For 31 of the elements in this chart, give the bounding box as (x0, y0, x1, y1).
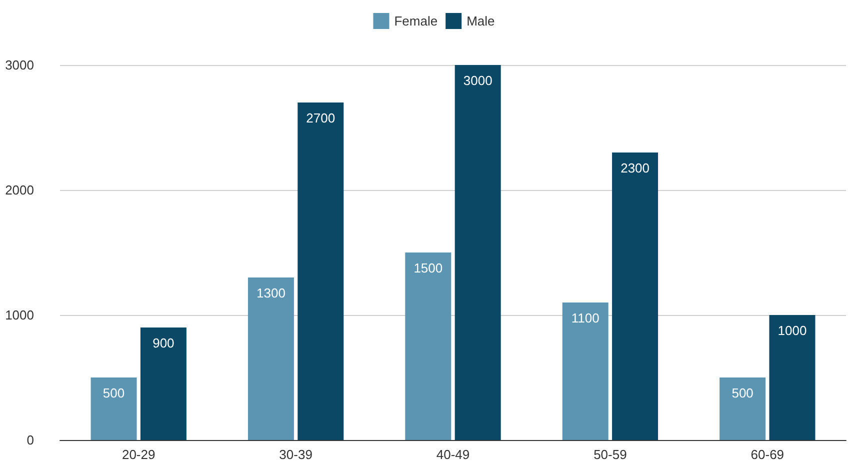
data-label: 2700 (306, 110, 336, 126)
data-label: 900 (152, 336, 174, 350)
bar (298, 102, 344, 440)
bar (562, 302, 608, 440)
y-tick-label: 2000 (5, 182, 34, 198)
bar (140, 328, 186, 440)
bar (612, 152, 658, 440)
bar (90, 378, 137, 440)
data-label: 1500 (414, 260, 443, 276)
data-label: 500 (732, 386, 754, 400)
x-tick-label: 60-69 (750, 447, 784, 462)
legend-label: Male (466, 14, 495, 28)
y-tick-label: 1000 (5, 308, 34, 322)
y-tick-label: 0 (26, 432, 34, 448)
data-label: 1000 (778, 323, 807, 338)
bar (720, 378, 766, 440)
bar (248, 278, 294, 440)
bar (405, 252, 452, 440)
bar (454, 65, 501, 440)
y-tick-label: 3000 (5, 58, 34, 72)
x-tick-label: 40-49 (436, 447, 470, 462)
data-label: 2300 (620, 160, 650, 176)
data-label: 1100 (571, 310, 600, 326)
x-tick-label: 50-59 (594, 447, 627, 462)
data-label: 1300 (256, 286, 286, 300)
data-label: 500 (102, 386, 125, 400)
data-label: 3000 (463, 73, 492, 88)
bar (769, 315, 816, 440)
x-tick-label: 30-39 (279, 447, 312, 462)
legend-label: Female (394, 14, 438, 28)
x-tick-label: 20-29 (122, 447, 156, 462)
